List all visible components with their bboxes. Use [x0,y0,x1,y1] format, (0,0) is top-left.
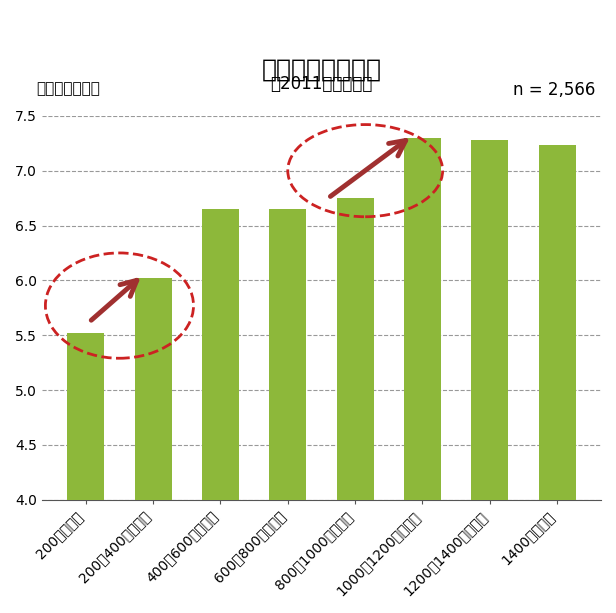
Title: 世帯年収と幸福感: 世帯年収と幸福感 [261,58,381,82]
Text: n = 2,566: n = 2,566 [513,82,596,99]
Bar [404,138,441,500]
Bar [269,209,306,500]
Bar [336,198,374,500]
Text: （幸福感、点）: （幸福感、点） [36,82,100,96]
Bar [67,333,104,500]
Bar [538,145,575,500]
Bar [202,209,239,500]
Bar [471,140,508,500]
Text: （2011年度調査）: （2011年度調査） [270,75,373,93]
Bar [135,278,172,500]
